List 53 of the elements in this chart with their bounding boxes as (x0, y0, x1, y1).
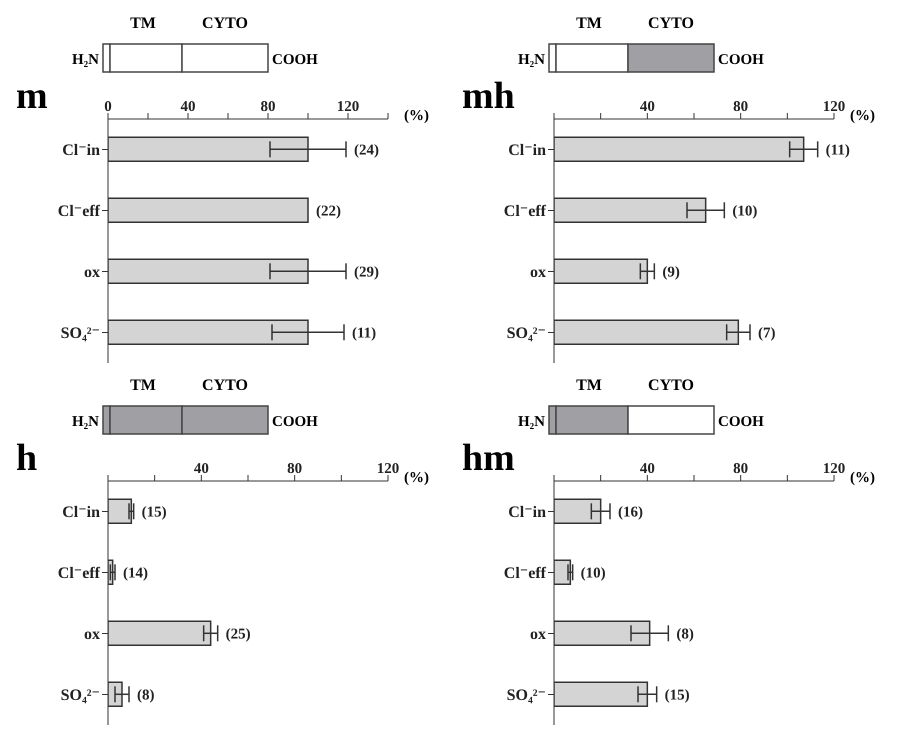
x-tick-label: 80 (733, 99, 748, 115)
x-tick-label: 40 (640, 461, 655, 477)
x-tick-label: 120 (822, 99, 846, 115)
y-tick-label: SO₄²⁻ (506, 687, 546, 704)
annotation: (29) (354, 264, 379, 280)
y-tick-label: SO₄²⁻ (506, 325, 546, 342)
annotation: (25) (226, 626, 251, 642)
y-tick-label: SO₄²⁻ (60, 687, 100, 704)
x-tick-label: 120 (336, 99, 360, 115)
annotation: (16) (618, 504, 643, 520)
y-tick-label: ox (84, 626, 100, 644)
y-tick-label: Cl⁻in (508, 504, 546, 522)
annotation: (10) (580, 565, 606, 582)
x-tick-label: 120 (822, 461, 846, 477)
annotation: (10) (732, 203, 758, 220)
protein-domain-diagram: TM CYTO H₂N COOH (58, 12, 328, 80)
x-tick-label: 80 (260, 99, 276, 115)
annotation: (15) (142, 504, 167, 520)
annotation: (7) (758, 325, 776, 342)
annotation: (11) (826, 142, 850, 158)
x-tick-label: 120 (376, 461, 400, 477)
annotation: (11) (352, 325, 376, 342)
y-tick-label: Cl⁻eff (504, 565, 547, 582)
y-tick-label: Cl⁻in (62, 142, 100, 160)
x-axis-title: (%) (850, 470, 875, 487)
annotation: (24) (354, 142, 379, 158)
y-tick-label: Cl⁻in (62, 504, 100, 522)
x-axis-title: (%) (404, 470, 429, 487)
annotation: (14) (123, 565, 148, 582)
x-tick-label: 0 (104, 99, 112, 115)
annotation: (15) (664, 687, 690, 704)
y-tick-label: Cl⁻in (508, 142, 546, 160)
annotation: (9) (662, 264, 680, 280)
x-tick-label: 40 (640, 99, 655, 115)
x-tick-label: 40 (194, 461, 209, 477)
x-tick-label: 80 (287, 461, 302, 477)
annotation: (8) (676, 626, 694, 642)
x-tick-label: 80 (733, 461, 748, 477)
x-axis-title: (%) (850, 108, 875, 125)
y-tick-label: Cl⁻eff (58, 565, 101, 582)
annotation: (8) (137, 687, 154, 704)
y-tick-label: SO₄²⁻ (60, 325, 100, 342)
y-tick-label: Cl⁻eff (58, 203, 101, 220)
annotation: (22) (316, 203, 341, 220)
protein-domain-diagram: TM CYTO H₂N COOH (58, 374, 328, 442)
x-tick-label: 40 (180, 99, 196, 115)
x-axis-title: (%) (404, 108, 429, 125)
y-tick-label: Cl⁻eff (504, 203, 547, 220)
chart-title: m (16, 74, 48, 118)
y-tick-label: ox (530, 626, 546, 644)
y-tick-label: ox (530, 264, 546, 282)
y-tick-label: ox (84, 264, 100, 282)
chart-title: h (16, 436, 38, 480)
